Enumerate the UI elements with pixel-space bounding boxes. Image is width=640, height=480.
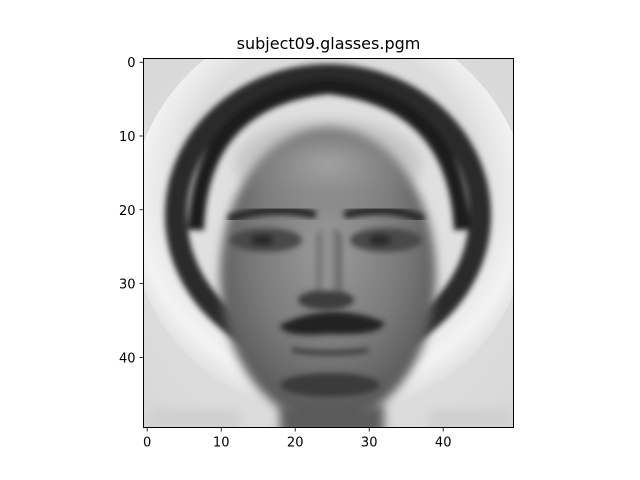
y-tick-label: 20 [119, 204, 136, 219]
x-tick-label: 0 [143, 436, 151, 451]
y-tick-label: 0 [127, 56, 135, 71]
x-tick-label: 30 [361, 436, 378, 451]
face-image [143, 58, 514, 428]
x-tick-label: 20 [287, 436, 304, 451]
axes-frame [143, 58, 514, 428]
x-axis-ticks: 0 10 20 30 40 [143, 427, 452, 451]
y-tick-label: 10 [119, 130, 136, 145]
y-tick-label: 40 [119, 351, 136, 366]
y-tick-label: 30 [119, 278, 136, 293]
figure-title: subject09.glasses.pgm [237, 34, 421, 53]
y-axis-ticks: 0 10 20 30 40 [119, 56, 144, 366]
x-tick-label: 10 [213, 436, 230, 451]
x-tick-label: 40 [435, 436, 452, 451]
